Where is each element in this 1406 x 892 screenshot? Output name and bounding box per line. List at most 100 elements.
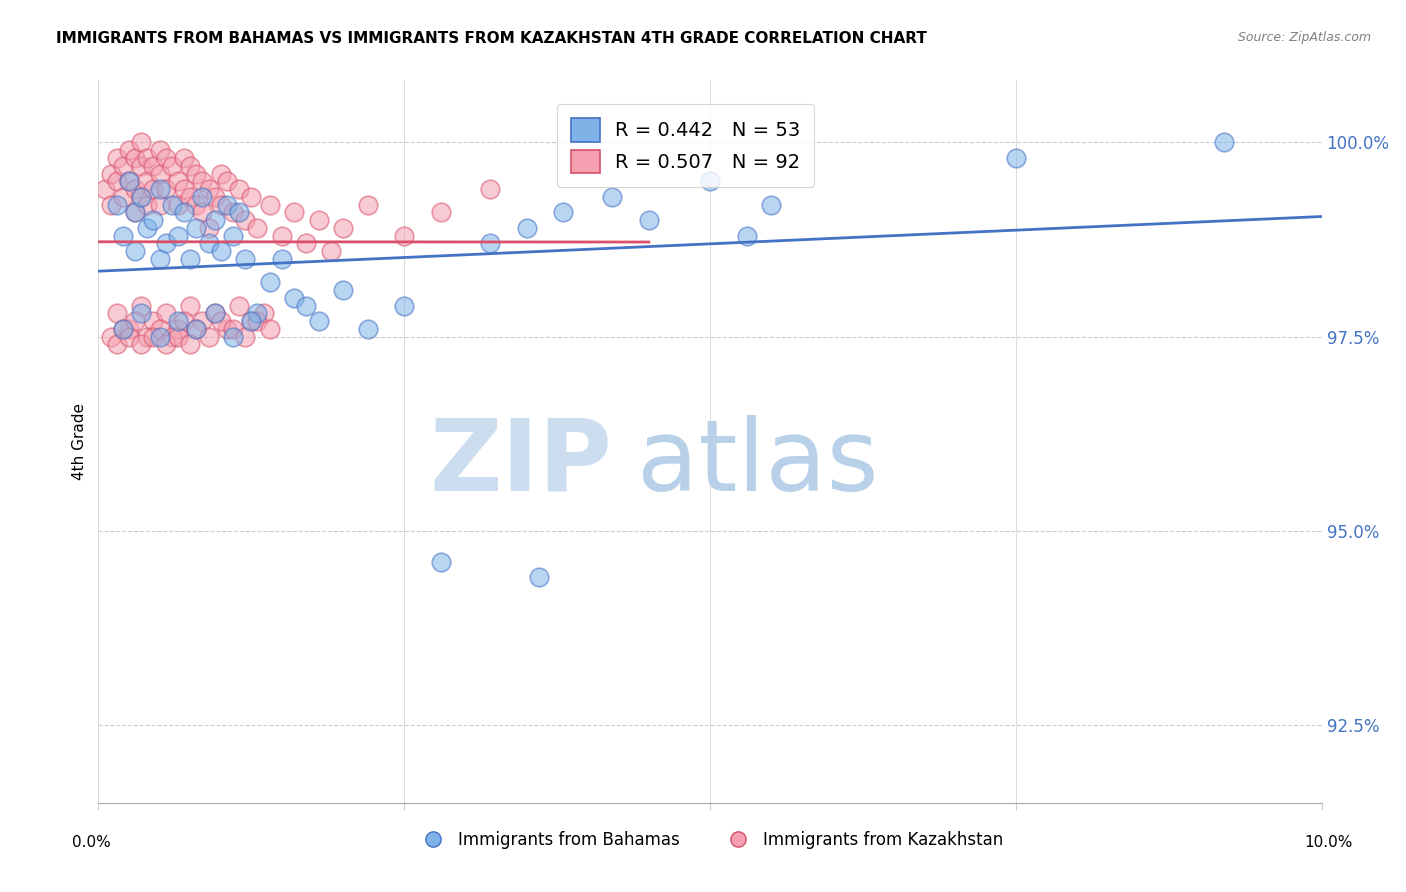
Point xyxy=(478,182,501,196)
Point xyxy=(240,314,263,328)
Point xyxy=(761,197,783,211)
Point xyxy=(167,329,190,343)
Point xyxy=(118,322,141,336)
Point xyxy=(179,337,201,351)
Point xyxy=(124,182,146,196)
Point xyxy=(93,182,115,196)
Point xyxy=(699,174,721,188)
Point xyxy=(136,329,159,343)
Point xyxy=(392,228,416,243)
Point xyxy=(173,151,195,165)
Point xyxy=(149,197,172,211)
Point xyxy=(105,337,128,351)
Point xyxy=(124,314,146,328)
Point xyxy=(204,190,226,204)
Point xyxy=(233,252,256,266)
Point xyxy=(124,205,146,219)
Point xyxy=(186,220,208,235)
Legend: Immigrants from Bahamas, Immigrants from Kazakhstan: Immigrants from Bahamas, Immigrants from… xyxy=(411,824,1010,856)
Point xyxy=(527,570,550,584)
Point xyxy=(149,322,172,336)
Point xyxy=(142,159,165,173)
Point xyxy=(105,174,128,188)
Point xyxy=(246,314,269,328)
Point xyxy=(155,337,177,351)
Point xyxy=(222,322,245,336)
Point xyxy=(167,228,190,243)
Point xyxy=(356,197,378,211)
Point xyxy=(118,329,141,343)
Point xyxy=(111,190,134,204)
Point xyxy=(105,197,128,211)
Point xyxy=(149,182,172,196)
Point xyxy=(197,182,219,196)
Point xyxy=(283,291,305,305)
Point xyxy=(155,182,177,196)
Point xyxy=(233,213,256,227)
Point xyxy=(228,205,250,219)
Point xyxy=(179,299,201,313)
Point xyxy=(478,236,501,251)
Point xyxy=(129,306,152,320)
Point xyxy=(209,167,232,181)
Text: 10.0%: 10.0% xyxy=(1305,836,1353,850)
Y-axis label: 4th Grade: 4th Grade xyxy=(72,403,87,480)
Point xyxy=(167,314,190,328)
Point xyxy=(167,197,190,211)
Point xyxy=(100,329,122,343)
Point xyxy=(246,306,269,320)
Point xyxy=(179,190,201,204)
Point xyxy=(356,322,378,336)
Point xyxy=(173,314,195,328)
Point xyxy=(167,174,190,188)
Point xyxy=(308,213,330,227)
Point xyxy=(155,306,177,320)
Point xyxy=(149,252,172,266)
Point xyxy=(155,151,177,165)
Point xyxy=(259,197,281,211)
Point xyxy=(295,299,318,313)
Point xyxy=(100,197,122,211)
Point xyxy=(111,159,134,173)
Point xyxy=(197,329,219,343)
Point xyxy=(136,197,159,211)
Point xyxy=(136,151,159,165)
Point xyxy=(430,555,453,569)
Point xyxy=(392,299,416,313)
Text: IMMIGRANTS FROM BAHAMAS VS IMMIGRANTS FROM KAZAKHSTAN 4TH GRADE CORRELATION CHAR: IMMIGRANTS FROM BAHAMAS VS IMMIGRANTS FR… xyxy=(56,31,927,46)
Point xyxy=(105,151,128,165)
Point xyxy=(270,252,294,266)
Point xyxy=(637,213,661,227)
Point xyxy=(222,228,245,243)
Point xyxy=(191,314,214,328)
Point xyxy=(129,190,152,204)
Point xyxy=(179,159,201,173)
Point xyxy=(197,236,219,251)
Point xyxy=(270,228,294,243)
Point xyxy=(149,143,172,157)
Point xyxy=(111,322,134,336)
Point xyxy=(191,205,214,219)
Point xyxy=(111,322,134,336)
Point xyxy=(209,197,232,211)
Point xyxy=(105,306,128,320)
Point xyxy=(204,213,226,227)
Point xyxy=(600,190,623,204)
Point xyxy=(246,220,269,235)
Point xyxy=(215,322,238,336)
Text: 0.0%: 0.0% xyxy=(72,836,111,850)
Point xyxy=(173,182,195,196)
Point xyxy=(209,314,232,328)
Point xyxy=(186,322,208,336)
Text: Source: ZipAtlas.com: Source: ZipAtlas.com xyxy=(1237,31,1371,45)
Point xyxy=(735,228,758,243)
Point xyxy=(215,197,238,211)
Text: ZIP: ZIP xyxy=(429,415,612,512)
Point xyxy=(259,322,281,336)
Point xyxy=(228,299,250,313)
Point xyxy=(149,329,172,343)
Point xyxy=(155,236,177,251)
Point xyxy=(142,314,165,328)
Point xyxy=(191,174,214,188)
Point xyxy=(332,220,354,235)
